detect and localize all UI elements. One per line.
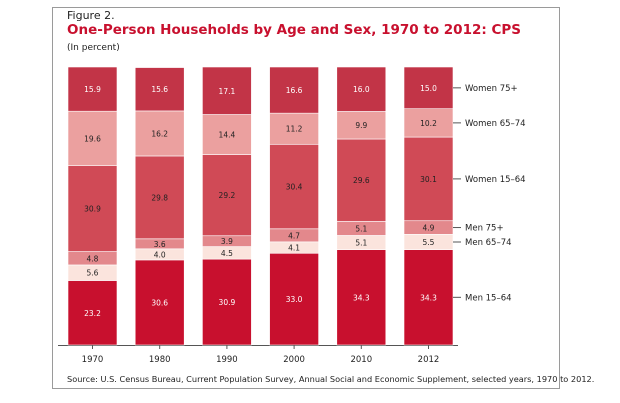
x-tick-label-1990: 1990 [216,355,238,365]
data-label-women-15-64-1990: 29.2 [219,191,236,200]
bar-segment-men-15-64-1980 [134,259,185,346]
data-label-women-65-74-2010: 9.9 [355,121,367,130]
data-label-women-15-64-1970: 30.9 [84,205,101,214]
data-label-women-65-74-1990: 14.4 [219,131,236,140]
data-label-women-75-1970: 15.9 [84,85,101,94]
data-label-women-65-74-2012: 10.2 [420,119,437,128]
figure-label: Figure 2. [67,9,115,22]
data-label-men-15-64-1990: 30.9 [219,298,236,307]
data-label-women-65-74-1980: 16.2 [151,129,168,138]
bar-segment-women-15-64-1990 [202,154,252,237]
bar-segment-men-15-64-1990 [202,258,252,346]
bar-segment-men-15-64-2010 [336,249,387,346]
data-label-women-75-2012: 15.0 [420,84,437,93]
source-note: Source: U.S. Census Bureau, Current Popu… [67,374,595,384]
data-label-women-75-2010: 16.0 [353,85,370,94]
data-label-women-75-1990: 17.1 [219,87,236,96]
data-label-men-15-64-2010: 34.3 [353,293,370,302]
bar-segment-women-65-74-1990 [202,114,252,155]
data-label-women-75-2000: 16.6 [286,86,303,95]
bar-segment-women-75-1990 [202,66,252,115]
bar-segment-women-15-64-2000 [269,143,319,230]
data-label-women-15-64-2010: 29.6 [353,176,370,185]
data-label-men-15-64-1970: 23.2 [84,309,101,318]
data-label-women-15-64-1980: 29.8 [151,193,168,202]
bar-segment-women-75-1980 [134,67,185,112]
data-label-men-65-74-1970: 5.6 [87,269,99,278]
chart-title: One-Person Households by Age and Sex, 19… [67,22,521,38]
bar-segment-women-75-2000 [269,66,319,114]
legend-label-men-15-64: Men 15–64 [465,293,512,303]
x-tick-label-2010: 2010 [350,355,372,365]
data-label-men-75-1970: 4.8 [87,254,99,263]
legend-label-men-75: Men 75+ [465,224,504,234]
data-label-men-65-74-2012: 5.5 [423,238,435,247]
bar-segment-women-75-1970 [67,66,118,112]
data-label-men-75-1990: 3.9 [221,237,233,246]
legend-label-women-65-74: Women 65–74 [465,119,526,129]
data-label-women-65-74-2000: 11.2 [286,125,303,134]
legend-label-women-75: Women 75+ [465,84,518,94]
data-label-men-65-74-2010: 5.1 [355,239,367,248]
data-label-men-75-2000: 4.7 [288,231,300,240]
bar-segment-women-15-64-1970 [67,165,118,252]
chart-subtitle: (In percent) [67,43,120,53]
data-label-men-75-1980: 3.6 [154,240,166,249]
figure-frame [52,7,560,389]
data-label-men-75-2010: 5.1 [355,224,367,233]
data-label-men-15-64-2000: 33.0 [286,295,303,304]
data-label-women-15-64-2000: 30.4 [286,183,303,192]
bar-segment-women-65-74-1980 [134,110,185,157]
bar-segment-women-15-64-2012 [403,136,454,222]
data-label-women-65-74-1970: 19.6 [84,134,101,143]
x-tick-label-2000: 2000 [283,355,305,365]
data-label-men-65-74-2000: 4.1 [288,244,300,253]
bar-segment-women-75-2010 [336,66,387,112]
bar-segment-men-15-64-2012 [403,249,454,346]
x-tick-label-1970: 1970 [82,355,104,365]
data-label-men-75-2012: 4.9 [423,224,435,233]
x-tick-label-1980: 1980 [149,355,171,365]
data-label-men-65-74-1990: 4.5 [221,249,233,258]
data-label-men-15-64-1980: 30.6 [151,298,168,307]
x-tick-label-2012: 2012 [418,355,440,365]
bar-segment-women-15-64-2010 [336,138,387,222]
bar-segment-women-75-2012 [403,66,454,110]
bar-segment-women-65-74-2010 [336,111,387,140]
bar-segment-men-15-64-2000 [269,252,319,346]
data-label-women-75-1980: 15.6 [151,85,168,94]
legend-label-women-15-64: Women 15–64 [465,175,526,185]
data-label-women-15-64-2012: 30.1 [420,175,437,184]
legend-label-men-65-74: Men 65–74 [465,238,512,248]
bar-segment-women-65-74-2000 [269,112,319,145]
bar-segment-women-15-64-1980 [134,155,185,240]
data-label-men-65-74-1980: 4.0 [154,250,166,259]
data-label-men-15-64-2012: 34.3 [420,293,437,302]
